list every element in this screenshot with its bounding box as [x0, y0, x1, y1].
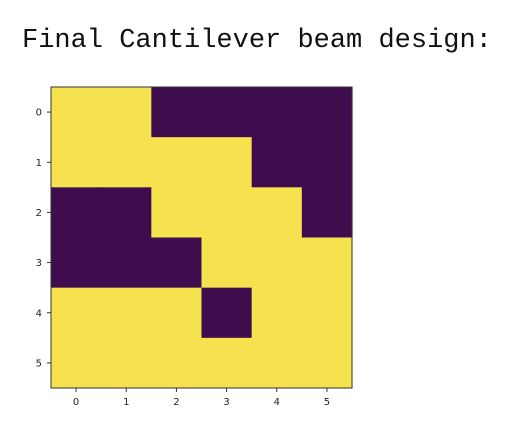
y-axis: 0 1 2 3 4 5 [36, 108, 51, 369]
heatmap-cell-r5-c5 [301, 337, 353, 389]
x-tick-label: 4 [274, 397, 280, 408]
heatmap-cell-r0-c5 [301, 87, 353, 138]
heatmap-cell-r1-c3 [201, 137, 253, 188]
heatmap-cell-r4-c5 [301, 287, 353, 339]
heatmap-cell-r4-c3 [201, 287, 253, 339]
heatmap-cell-r3-c1 [101, 237, 152, 289]
heatmap-cell-r2-c2 [151, 187, 203, 239]
y-tick-label: 0 [36, 108, 42, 119]
heatmap-cell-r0-c4 [251, 87, 303, 138]
heatmap-cell-r5-c3 [201, 337, 253, 389]
heatmap-cell-r0-c2 [151, 87, 203, 138]
heatmap-cell-r4-c1 [101, 287, 152, 339]
heatmap-cell-r4-c4 [251, 287, 303, 339]
x-tick-label: 3 [223, 397, 229, 408]
heatmap-cell-r1-c0 [51, 137, 102, 188]
heatmap-cell-r3-c0 [51, 237, 102, 289]
y-tick-label: 2 [36, 208, 42, 219]
x-tick-label: 2 [173, 397, 179, 408]
heatmap-cell-r5-c2 [151, 337, 203, 389]
plot-frame [50, 86, 353, 389]
heatmap-cell-r5-c4 [251, 337, 303, 389]
y-tick-label: 1 [36, 158, 42, 169]
heatmap-cell-r2-c5 [301, 187, 353, 239]
y-tick-label: 5 [36, 358, 42, 369]
heatmap-cell-r3-c3 [201, 237, 253, 289]
heatmap-cell-r2-c4 [251, 187, 303, 239]
heatmap-cell-r3-c5 [301, 237, 353, 289]
heatmap-cell-r1-c4 [251, 137, 303, 188]
heatmap-cell-r2-c1 [101, 187, 152, 239]
heatmap-cells [51, 87, 353, 389]
heatmap-cell-r4-c0 [51, 287, 102, 339]
x-tick-label: 5 [324, 397, 330, 408]
heatmap-cell-r1-c5 [301, 137, 353, 188]
heatmap-cell-r2-c0 [51, 187, 102, 239]
heatmap-cell-r3-c4 [251, 237, 303, 289]
heatmap-cell-r3-c2 [151, 237, 203, 289]
x-tick-label: 1 [123, 397, 129, 408]
heatmap-cell-r1-c1 [101, 137, 152, 188]
heatmap-cell-r0-c1 [101, 87, 152, 138]
y-tick-label: 3 [36, 258, 42, 269]
heatmap-cell-r0-c0 [51, 87, 102, 138]
x-axis: 0 1 2 3 4 5 [73, 388, 330, 408]
heatmap-cell-r5-c0 [51, 337, 102, 389]
heatmap-cell-r0-c3 [201, 87, 253, 138]
x-tick-label: 0 [73, 397, 79, 408]
heatmap-cell-r2-c3 [201, 187, 253, 239]
figure-heading: Final Cantilever beam design: [22, 26, 492, 56]
y-tick-label: 4 [36, 308, 42, 319]
heatmap-cell-r4-c2 [151, 287, 203, 339]
heatmap-cell-r1-c2 [151, 137, 203, 188]
heatmap-cell-r5-c1 [101, 337, 152, 389]
